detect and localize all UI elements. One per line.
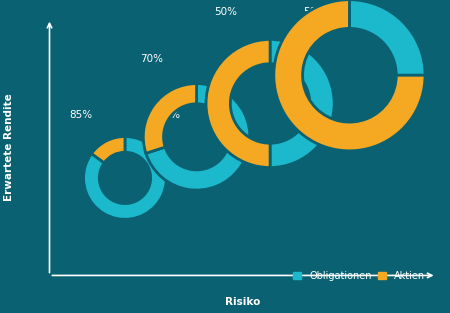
Text: Risiko: Risiko (225, 297, 261, 307)
Legend: Obligationen, Aktien: Obligationen, Aktien (291, 269, 427, 283)
Wedge shape (270, 39, 334, 167)
Wedge shape (84, 136, 166, 219)
Text: 70%: 70% (140, 54, 163, 64)
Text: 30%: 30% (230, 54, 252, 64)
Wedge shape (146, 84, 250, 190)
Text: 85%: 85% (69, 110, 92, 120)
Wedge shape (349, 0, 425, 75)
Text: 15%: 15% (158, 110, 181, 120)
Text: 50%: 50% (303, 7, 326, 17)
Wedge shape (91, 136, 125, 163)
Text: 50%: 50% (214, 7, 237, 17)
Wedge shape (274, 0, 425, 151)
Wedge shape (206, 39, 270, 167)
Text: Erwartete Rendite: Erwartete Rendite (4, 93, 14, 201)
Wedge shape (143, 84, 197, 153)
